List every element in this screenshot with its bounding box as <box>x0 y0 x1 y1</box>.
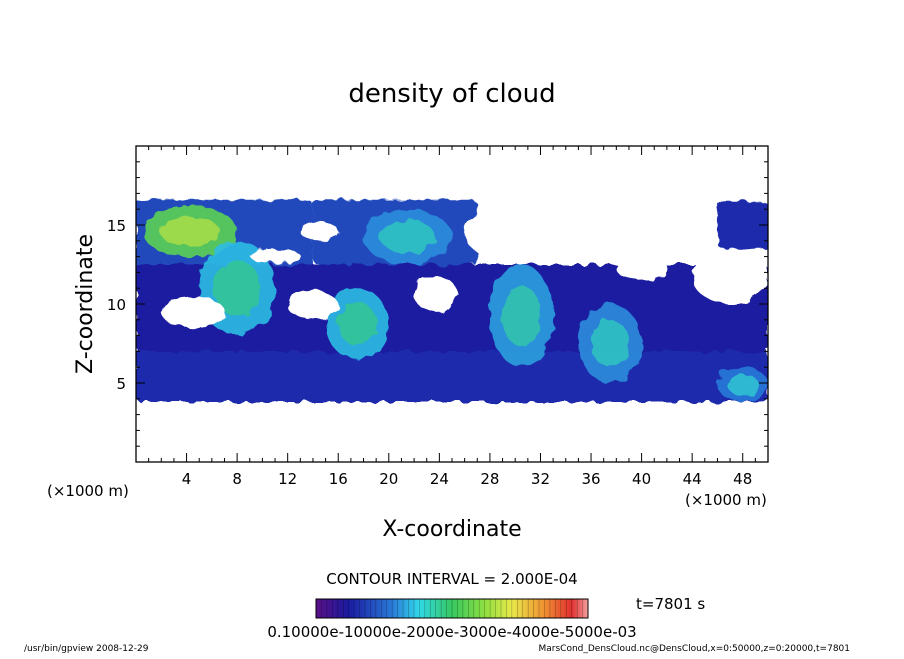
clear-gap <box>414 277 459 312</box>
cloud-region-lower-cloud-deck <box>136 348 768 402</box>
x-unit-left: (×1000 m) <box>47 482 129 500</box>
cloud-region-inner-core-x38 <box>590 320 630 367</box>
x-tick-label: 32 <box>531 470 550 488</box>
cloud-region-inner-core-x17 <box>337 302 377 345</box>
colorbar <box>315 598 589 619</box>
x-axis-label: X-coordinate <box>382 517 521 542</box>
x-tick-label: 4 <box>182 470 192 488</box>
y-axis-label: Z-coordinate <box>73 234 98 374</box>
x-axis-ticks: 4 8 12 16 20 24 28 32 36 40 44 48 <box>148 146 756 488</box>
clear-gap <box>464 209 528 257</box>
cloud-region-inner-core-x21 <box>380 220 436 254</box>
clear-gap <box>287 291 339 320</box>
x-tick-label: 48 <box>733 470 752 488</box>
x-tick-label: 12 <box>278 470 297 488</box>
clear-gap <box>692 248 768 304</box>
contour-interval: CONTOUR INTERVAL = 2.000E-04 <box>326 570 577 588</box>
cloud-region-inner-core-x8 <box>213 260 261 317</box>
cloud-region-inner-max-core-left <box>160 216 220 247</box>
clear-gap <box>161 296 225 328</box>
x-tick-label: 8 <box>232 470 242 488</box>
x-tick-label: 36 <box>581 470 600 488</box>
y-axis-ticks: 5 10 15 <box>107 161 768 447</box>
clear-gaps <box>161 209 768 328</box>
footer-left: /usr/bin/gpview 2008-12-29 <box>24 644 149 654</box>
y-tick-label: 10 <box>107 296 126 314</box>
x-unit-right: (×1000 m) <box>685 491 767 509</box>
cloud-region-upper-right-deck <box>717 201 768 249</box>
clear-gap <box>565 225 667 257</box>
chart-title: density of cloud <box>348 79 555 109</box>
y-tick-label: 5 <box>116 375 126 393</box>
y-tick-label: 15 <box>107 217 126 235</box>
heatmap-area <box>136 199 768 402</box>
x-tick-label: 44 <box>683 470 702 488</box>
x-tick-label: 24 <box>430 470 449 488</box>
x-tick-label: 28 <box>480 470 499 488</box>
x-tick-label: 40 <box>632 470 651 488</box>
cloud-region-inner-core-x30 <box>501 285 542 347</box>
x-tick-label: 20 <box>379 470 398 488</box>
x-tick-label: 16 <box>329 470 348 488</box>
cloud-field <box>136 199 768 402</box>
clear-gap <box>300 221 339 241</box>
clear-gap <box>616 256 667 281</box>
time-label: t=7801 s <box>636 595 705 613</box>
colorbar-ticks <box>321 599 583 618</box>
footer-right: MarsCond_DensCloud.nc@DensCloud,x=0:5000… <box>539 644 851 654</box>
clear-gap <box>249 248 301 263</box>
colorbar-labels: 0.10000e-10000e-2000e-3000e-4000e-5000e-… <box>267 623 636 641</box>
cloud-region-inner-core-x48 <box>726 374 759 395</box>
